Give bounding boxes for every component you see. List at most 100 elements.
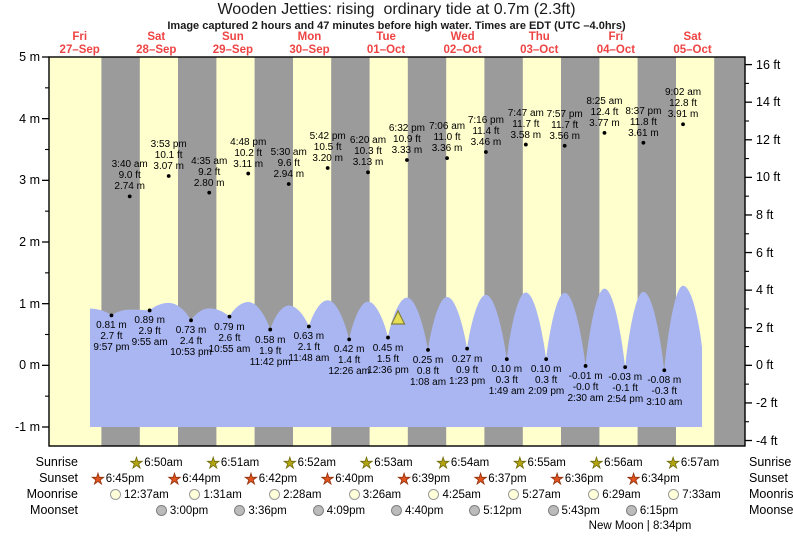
astro-time: 6:51am: [220, 456, 260, 469]
day-weekday: Thu: [528, 31, 550, 43]
moonrise-circle: [428, 489, 440, 500]
astro-row-label-right: Sunrise: [749, 455, 792, 469]
astro-row-label-left: Moonrise: [26, 487, 78, 501]
astro-time: 6:34pm: [641, 472, 680, 485]
sunrise-star: ★: [666, 453, 680, 472]
day-date: 02–Oct: [443, 43, 482, 56]
low-tide-dot: [583, 364, 588, 368]
astro-row-label-right: Moonrise: [749, 487, 793, 501]
high-tide-annotation: 7:57 pm 11.7 ft 3.56 m: [531, 109, 599, 142]
astro-sunset-entry: ★ 6:37pm: [473, 471, 527, 487]
day-weekday: Wed: [450, 31, 475, 43]
high-tide-dot: [641, 140, 646, 145]
day-label: Fri 04–Oct: [578, 31, 654, 56]
low-tide-annotation: 0.79 m 2.6 ft 10:55 am: [195, 322, 263, 355]
tide-annotation-line: 12.8 ft: [669, 98, 697, 110]
low-tide-dot: [306, 324, 311, 329]
page-title: Wooden Jetties: rising ordinary tide at …: [217, 1, 576, 18]
tide-annotation-line: 2:09 pm: [528, 386, 565, 398]
high-tide-annotation: 8:25 am 12.4 ft 3.77 m: [570, 96, 638, 129]
left-axis-tick-label: 0 m: [19, 358, 40, 373]
tide-annotation-line: 11.4 ft: [472, 125, 500, 137]
tide-annotation-line: 3.33 m: [391, 144, 423, 156]
tide-annotation-line: 9:57 pm: [93, 342, 130, 354]
low-tide-annotation: 0.42 m 1.4 ft 12:26 am: [315, 344, 383, 377]
astro-time: 3:00pm: [169, 504, 209, 517]
right-axis-tick-label: 6 ft: [756, 245, 774, 260]
sunrise-star: ★: [359, 453, 374, 472]
tide-annotation-line: -0.3 ft: [651, 386, 678, 398]
low-tide-annotation: 0.45 m 1.5 ft 12:36 pm: [354, 343, 422, 376]
moonrise-circle: [668, 489, 680, 500]
low-tide-annotation: -0.01 m -0.0 ft 2:30 am: [552, 371, 620, 404]
astro-row-label-left: Sunrise: [35, 455, 78, 469]
astro-time: 6:50am: [144, 456, 183, 469]
astro-row-label-right: Moonset: [749, 503, 793, 517]
low-tide-annotation: 0.63 m 2.1 ft 11:48 am: [275, 331, 343, 364]
astro-row-label-left: Moonset: [30, 503, 78, 517]
astro-time: 6:37pm: [488, 472, 527, 485]
astro-sunset-entry: ★ 6:36pm: [550, 471, 603, 487]
astro-time: 6:56am: [604, 456, 643, 469]
moonrise-circle: [189, 489, 201, 500]
tide-annotation-line: 9.0 ft: [118, 170, 141, 182]
tide-annotation-line: 0.42 m: [333, 344, 365, 356]
day-weekday: Mon: [297, 31, 322, 43]
low-tide-annotation: 0.10 m 0.3 ft 2:09 pm: [512, 364, 580, 397]
astro-time: 6:54am: [450, 456, 490, 469]
astro-time: 6:53am: [374, 456, 413, 469]
astro-time: 5:12pm: [483, 504, 522, 517]
sunset-star: ★: [626, 469, 641, 488]
tide-annotation-line: 1:49 am: [488, 386, 525, 398]
right-axis-tick-label: 14 ft: [756, 95, 781, 110]
tide-annotation-line: 2.94 m: [273, 169, 305, 181]
low-tide-dot: [386, 335, 390, 340]
tide-annotation-line: 2.9 ft: [138, 326, 161, 338]
low-tide-dot: [544, 357, 549, 362]
low-tide-annotation: 0.27 m 0.9 ft 1:23 pm: [433, 354, 501, 387]
tide-annotation-line: 11.7 ft: [551, 119, 579, 131]
astro-time: 6:45pm: [105, 472, 145, 485]
current-time-marker-icon: [390, 309, 406, 325]
right-axis-tick-label: -4 ft: [756, 433, 778, 448]
astro-moonrise-entry: 2:28am: [269, 487, 321, 502]
tide-annotation-line: 10.9 ft: [393, 133, 421, 145]
astro-moonset-entry: 5:43pm: [547, 503, 600, 518]
tide-annotation-line: 3.20 m: [312, 153, 343, 164]
astro-time: 6:44pm: [182, 472, 221, 485]
astro-row-label-right: Sunset: [749, 471, 788, 485]
high-tide-annotation: 6:20 am 10.3 ft 3.13 m: [334, 135, 402, 168]
high-tide-dot: [562, 143, 567, 148]
day-weekday: Fri: [72, 31, 88, 43]
tide-annotation-line: 2.7 ft: [100, 331, 123, 343]
tide-annotation-line: 0.9 ft: [455, 364, 479, 376]
day-label: Sat 05–Oct: [655, 31, 731, 56]
moonrise-circle: [269, 489, 281, 500]
astro-moonrise-entry: 7:33am: [668, 487, 721, 502]
tide-annotation-line: 0.73 m: [175, 325, 207, 337]
left-axis-tick-label: -1 m: [15, 420, 40, 434]
high-tide-annotation: 3:53 pm 10.1 ft 3.07 m: [135, 139, 203, 172]
tide-annotation-line: 3.91 m: [667, 109, 699, 121]
high-tide-annotation: 5:42 pm 10.5 ft 3.20 m: [294, 131, 362, 164]
low-tide-annotation: 0.58 m 1.9 ft 11:42 pm: [236, 335, 304, 368]
astro-sunrise-entry: ★ 6:53am: [359, 453, 413, 472]
high-tide-dot: [445, 156, 449, 161]
sunset-star: ★: [91, 469, 105, 488]
tide-annotation-line: 0.3 ft: [535, 375, 558, 387]
tide-annotation-line: 8:37 pm: [625, 105, 662, 117]
astro-time: 4:25am: [442, 488, 481, 501]
high-tide-annotation: 5:30 am 9.6 ft 2.94 m: [255, 147, 323, 180]
tide-annotation-line: 12:26 am: [328, 366, 371, 378]
tide-annotation-line: 10:55 am: [208, 343, 251, 355]
tide-annotation-line: 2:54 pm: [607, 394, 644, 406]
high-tide-annotation: 7:16 pm 11.4 ft 3.46 m: [452, 115, 520, 148]
low-tide-annotation: 0.81 m 2.7 ft 9:57 pm: [77, 320, 145, 353]
tide-annotation-line: 0.58 m: [254, 334, 286, 346]
astro-sunset-entry: ★ 6:44pm: [167, 471, 221, 487]
night-band: [714, 57, 745, 446]
tide-annotation-line: 0.10 m: [491, 364, 523, 376]
astro-sunrise-entry: ★ 6:51am: [206, 455, 260, 471]
astro-sunrise-entry: ★ 6:54am: [436, 455, 490, 471]
high-tide-annotation: 7:06 am 11.0 ft 3.36 m: [413, 121, 481, 154]
